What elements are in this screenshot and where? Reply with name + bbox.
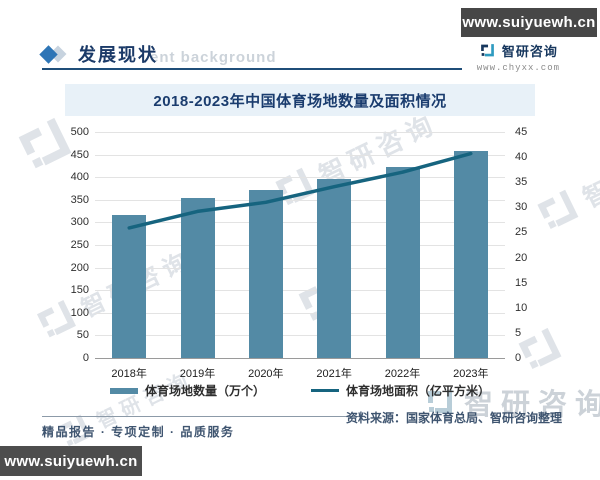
bar-2020年 [248, 190, 283, 358]
y-axis-right-tick: 25 [515, 226, 528, 239]
y-axis-right-tick: 5 [515, 326, 522, 339]
legend-bar-marker [109, 387, 138, 394]
brand-watermark: 智研咨询 [530, 123, 600, 239]
site-banner-top: www.suiyuewh.cn [461, 8, 597, 37]
bar-2022年 [385, 166, 420, 358]
y-axis-right-tick: 10 [515, 301, 528, 314]
diamond-bullet-icon [39, 45, 68, 64]
x-axis-label: 2023年 [453, 368, 489, 380]
bar-2023年 [453, 150, 488, 358]
chart-title: 2018-2023年中国体育场地数量及面积情况 [65, 84, 535, 116]
legend-item-bars: 体育场地数量（万个） [109, 382, 265, 399]
legend-item-line: 体育场地面积（亿平方米） [311, 382, 490, 399]
y-axis-left-tick: 50 [76, 329, 89, 342]
x-axis-label: 2018年 [111, 368, 147, 380]
grid-line [95, 290, 505, 292]
y-axis-right-tick: 15 [515, 276, 528, 289]
grid-line [95, 199, 505, 201]
brand-logo-icon [481, 44, 494, 57]
legend-label: 体育场地面积（亿平方米） [346, 384, 491, 398]
footer-divider [42, 416, 358, 417]
grid-line [95, 267, 505, 269]
brand-name: 智研咨询 [501, 44, 558, 59]
legend-label: 体育场地数量（万个） [144, 384, 265, 398]
bar-2021年 [317, 178, 352, 358]
y-axis-left-tick: 100 [70, 306, 89, 319]
y-axis-left-tick: 200 [70, 261, 89, 274]
x-axis-label: 2021年 [316, 368, 352, 380]
y-axis-right-tick: 35 [515, 176, 528, 189]
data-source: 资料来源：国家体育总局、智研咨询整理 [345, 411, 562, 425]
section-header: 发展现状 [39, 42, 158, 66]
x-axis-label: 2019年 [179, 368, 216, 380]
grid-line [95, 222, 505, 224]
x-axis-label: 2020年 [248, 368, 284, 380]
y-axis-right-tick: 40 [515, 151, 528, 164]
y-axis-left-tick: 400 [70, 171, 89, 184]
grid-line [95, 154, 505, 156]
grid-line [95, 335, 505, 337]
grid-line [95, 245, 505, 246]
y-axis-left-tick: 250 [70, 239, 89, 251]
y-axis-left-tick: 350 [70, 193, 89, 206]
header-background-watermark: ent background [150, 49, 277, 66]
grid-line [95, 177, 505, 179]
y-axis-right-tick: 45 [515, 126, 528, 138]
x-axis-line [95, 358, 505, 359]
x-axis-label: 2022年 [384, 368, 421, 380]
legend-line-marker [311, 389, 339, 392]
chart-legend: 体育场地数量（万个） 体育场地面积（亿平方米） [65, 382, 535, 399]
section-title: 发展现状 [78, 45, 158, 65]
footer-tagline: 精品报告 · 专项定制 · 品质服务 [42, 425, 235, 439]
y-axis-left-tick: 450 [70, 148, 89, 161]
bar-2018年 [112, 215, 147, 358]
y-axis-left-tick: 300 [70, 216, 89, 229]
chart: 体育场地数量（万个） 体育场地面积（亿平方米） 0 50 100 150 200 250 3… [65, 122, 535, 414]
y-axis-right-tick: 0 [515, 352, 522, 364]
grid-line [95, 312, 505, 314]
brand-site-url: www.chyxx.com [476, 63, 560, 73]
grid-line [95, 132, 505, 133]
site-banner-bottom: www.suiyuewh.cn [0, 446, 142, 476]
bar-2019年 [180, 197, 215, 358]
y-axis-right-tick: 20 [515, 251, 528, 264]
y-axis-left-tick: 150 [70, 284, 89, 297]
y-axis-left-tick: 500 [70, 126, 89, 138]
y-axis-left-tick: 0 [82, 352, 89, 364]
y-axis-right-tick: 30 [515, 201, 528, 214]
brand-block: 智研咨询 www.chyxx.com [477, 41, 560, 73]
header-divider [42, 68, 462, 70]
